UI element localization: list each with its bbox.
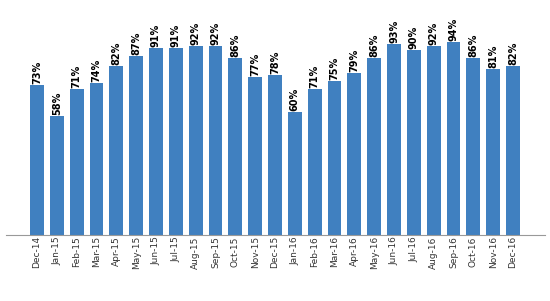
Bar bbox=[129, 56, 143, 235]
Text: 71%: 71% bbox=[310, 65, 320, 88]
Bar bbox=[288, 112, 302, 235]
Text: 77%: 77% bbox=[250, 52, 260, 76]
Text: 82%: 82% bbox=[111, 42, 122, 66]
Text: 92%: 92% bbox=[428, 22, 439, 45]
Text: 86%: 86% bbox=[369, 34, 379, 57]
Text: 93%: 93% bbox=[389, 20, 399, 43]
Text: 92%: 92% bbox=[191, 22, 201, 45]
Text: 91%: 91% bbox=[171, 24, 181, 47]
Text: 94%: 94% bbox=[449, 17, 459, 41]
Bar bbox=[189, 46, 202, 235]
Bar bbox=[308, 89, 322, 235]
Bar bbox=[447, 42, 460, 235]
Bar bbox=[328, 81, 342, 235]
Bar bbox=[427, 46, 441, 235]
Bar bbox=[228, 58, 242, 235]
Bar bbox=[268, 75, 282, 235]
Text: 79%: 79% bbox=[349, 48, 359, 72]
Bar bbox=[248, 77, 262, 235]
Text: 87%: 87% bbox=[131, 32, 141, 55]
Bar bbox=[169, 48, 183, 235]
Text: 82%: 82% bbox=[508, 42, 518, 66]
Text: 86%: 86% bbox=[230, 34, 240, 57]
Text: 86%: 86% bbox=[469, 34, 478, 57]
Bar bbox=[70, 89, 84, 235]
Bar bbox=[387, 44, 401, 235]
Text: 60%: 60% bbox=[290, 87, 300, 111]
Text: 58%: 58% bbox=[52, 91, 62, 115]
Bar bbox=[50, 116, 64, 235]
Text: 75%: 75% bbox=[329, 57, 339, 80]
Bar bbox=[208, 46, 222, 235]
Bar bbox=[486, 69, 500, 235]
Bar bbox=[149, 48, 163, 235]
Bar bbox=[466, 58, 480, 235]
Bar bbox=[506, 67, 520, 235]
Bar bbox=[109, 67, 123, 235]
Text: 90%: 90% bbox=[409, 26, 419, 49]
Bar bbox=[407, 50, 421, 235]
Text: 92%: 92% bbox=[211, 22, 221, 45]
Text: 81%: 81% bbox=[488, 44, 498, 67]
Text: 78%: 78% bbox=[270, 50, 280, 74]
Bar bbox=[30, 85, 44, 235]
Bar bbox=[348, 73, 361, 235]
Text: 74%: 74% bbox=[91, 59, 101, 82]
Bar bbox=[367, 58, 381, 235]
Text: 91%: 91% bbox=[151, 24, 161, 47]
Text: 73%: 73% bbox=[32, 61, 42, 84]
Text: 71%: 71% bbox=[72, 65, 81, 88]
Bar bbox=[90, 83, 103, 235]
